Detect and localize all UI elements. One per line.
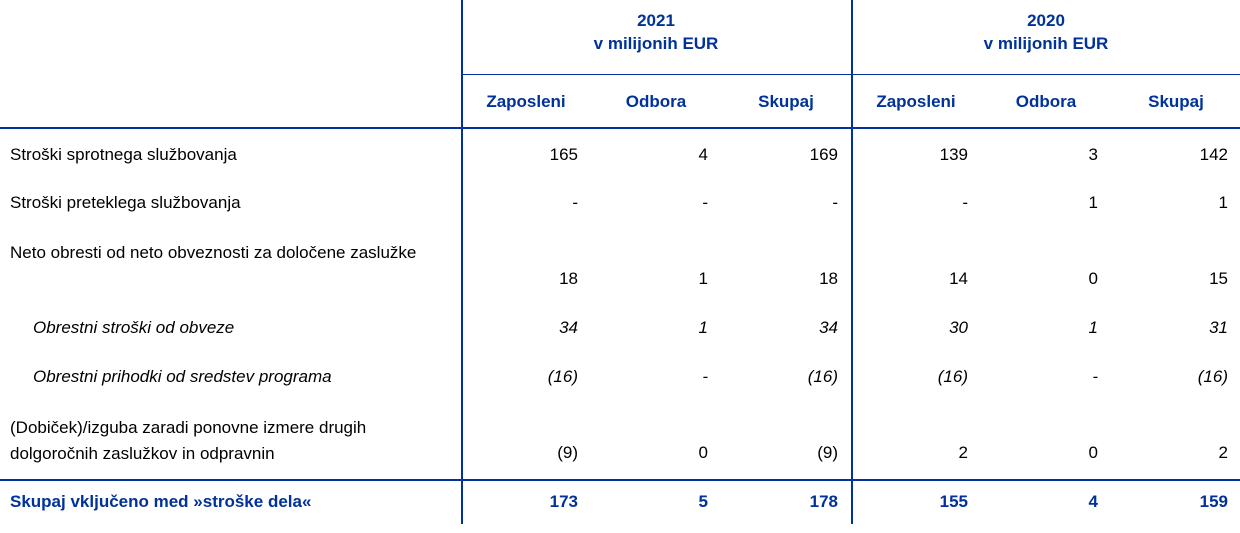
v-rule: [461, 0, 463, 524]
cell-value: (9): [817, 443, 838, 462]
cell-value: 4: [1088, 492, 1098, 511]
cell-value: 142: [1199, 145, 1228, 164]
group-year: 2020: [1027, 11, 1065, 30]
cell-value: 1: [698, 269, 708, 288]
cell-value: (16): [937, 367, 968, 386]
cell-value: 5: [698, 492, 708, 511]
cell-value: (16): [1197, 367, 1228, 386]
cell-value: -: [572, 193, 578, 212]
row-label: Neto obresti od neto obveznosti za določ…: [10, 243, 417, 262]
h-rule: [0, 127, 1240, 129]
cell-value: 18: [819, 269, 838, 288]
cell-value: (16): [807, 367, 838, 386]
row-label: (Dobiček)/izguba zaradi ponovne izmere d…: [10, 418, 367, 463]
cell-value: 0: [1088, 269, 1098, 288]
cell-value: 155: [939, 492, 968, 511]
cell-value: 18: [559, 269, 578, 288]
cell-value: -: [702, 193, 708, 212]
cell-value: 1: [1218, 193, 1228, 212]
cell-value: (9): [557, 443, 578, 462]
cell-value: 173: [549, 492, 578, 511]
row-label: Obrestni stroški od obveze: [33, 318, 235, 337]
cell-value: 165: [549, 145, 578, 164]
row-label: Skupaj vključeno med »stroške dela«: [10, 492, 312, 511]
row-label: Stroški preteklega službovanja: [10, 193, 241, 212]
cell-value: -: [1092, 367, 1098, 386]
cell-value: 4: [698, 145, 708, 164]
cell-value: 139: [939, 145, 968, 164]
group-year: 2021: [637, 11, 675, 30]
h-rule: [0, 479, 1240, 481]
cell-value: 3: [1088, 145, 1098, 164]
group-unit: v milijonih EUR: [593, 34, 719, 53]
cell-value: 0: [698, 443, 708, 462]
group-unit: v milijonih EUR: [983, 34, 1109, 53]
row-label: Stroški sprotnega službovanja: [10, 145, 237, 164]
cell-value: 159: [1199, 492, 1228, 511]
column-header: Skupaj: [758, 92, 814, 111]
column-header: Odbora: [1015, 92, 1077, 111]
cell-value: -: [702, 367, 708, 386]
column-header: Zaposleni: [876, 92, 956, 111]
cell-value: 15: [1209, 269, 1228, 288]
cell-value: 2: [1218, 443, 1228, 462]
cell-value: 30: [949, 318, 968, 337]
cell-value: 1: [698, 318, 708, 337]
column-header: Skupaj: [1148, 92, 1204, 111]
cell-value: 34: [819, 318, 838, 337]
cell-value: -: [832, 193, 838, 212]
column-header: Odbora: [625, 92, 687, 111]
cell-value: 1: [1088, 318, 1098, 337]
cell-value: 31: [1209, 318, 1228, 337]
cell-value: 1: [1088, 193, 1098, 212]
row-label: Obrestni prihodki od sredstev programa: [33, 367, 332, 386]
h-rule: [461, 74, 1240, 75]
cell-value: -: [962, 193, 968, 212]
column-header: Zaposleni: [486, 92, 566, 111]
cell-value: 0: [1088, 443, 1098, 462]
cell-value: 2: [958, 443, 968, 462]
cell-value: 169: [809, 145, 838, 164]
cell-value: 14: [949, 269, 968, 288]
cell-value: 34: [559, 318, 578, 337]
v-rule: [851, 0, 853, 524]
cell-value: (16): [547, 367, 578, 386]
cell-value: 178: [809, 492, 838, 511]
